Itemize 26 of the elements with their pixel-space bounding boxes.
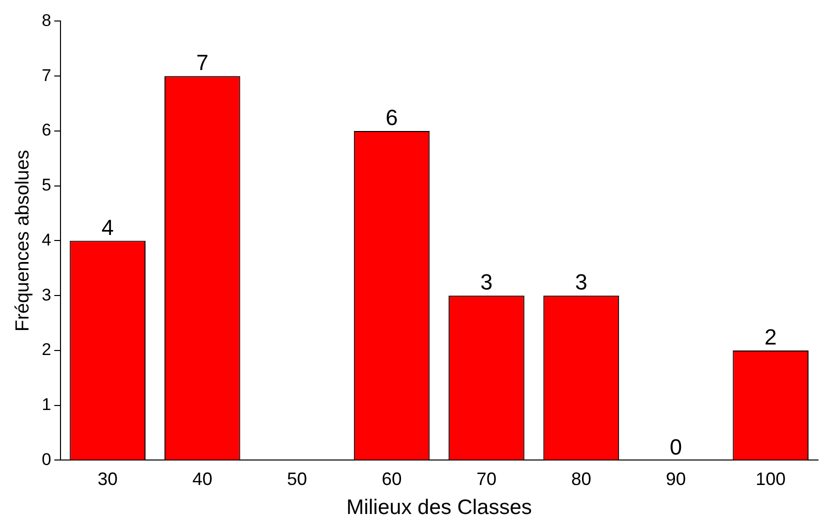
y-tick-label: 5 (42, 176, 52, 195)
y-tick-label: 0 (42, 450, 52, 469)
data-label: 7 (196, 50, 208, 76)
x-tick-label: 50 (287, 468, 308, 489)
y-tick-label: 8 (42, 10, 52, 30)
x-tick-label: 100 (756, 468, 786, 489)
y-tick-label: 1 (42, 395, 52, 414)
y-tick-label: 7 (42, 66, 52, 85)
y-tick-label: 4 (42, 230, 52, 250)
y-tick-label: 3 (42, 285, 52, 304)
data-label: 3 (575, 270, 588, 295)
x-axis-title: Milieux des Classes (346, 496, 532, 520)
data-label: 2 (764, 324, 777, 350)
data-label: 6 (386, 105, 398, 130)
x-tick-label: 60 (382, 468, 402, 489)
x-tick-label: 30 (98, 468, 118, 489)
x-tick-label: 70 (476, 468, 496, 489)
x-tick-label: 90 (666, 468, 686, 489)
y-axis-title: Fréquences absolues (12, 150, 34, 332)
data-label: 0 (670, 434, 682, 460)
data-label: 3 (480, 270, 493, 295)
x-tick-label: 80 (571, 468, 592, 489)
x-tick-label: 40 (192, 468, 212, 489)
y-tick-label: 2 (42, 340, 52, 360)
data-label: 4 (101, 214, 114, 240)
y-tick-label: 6 (42, 120, 52, 140)
